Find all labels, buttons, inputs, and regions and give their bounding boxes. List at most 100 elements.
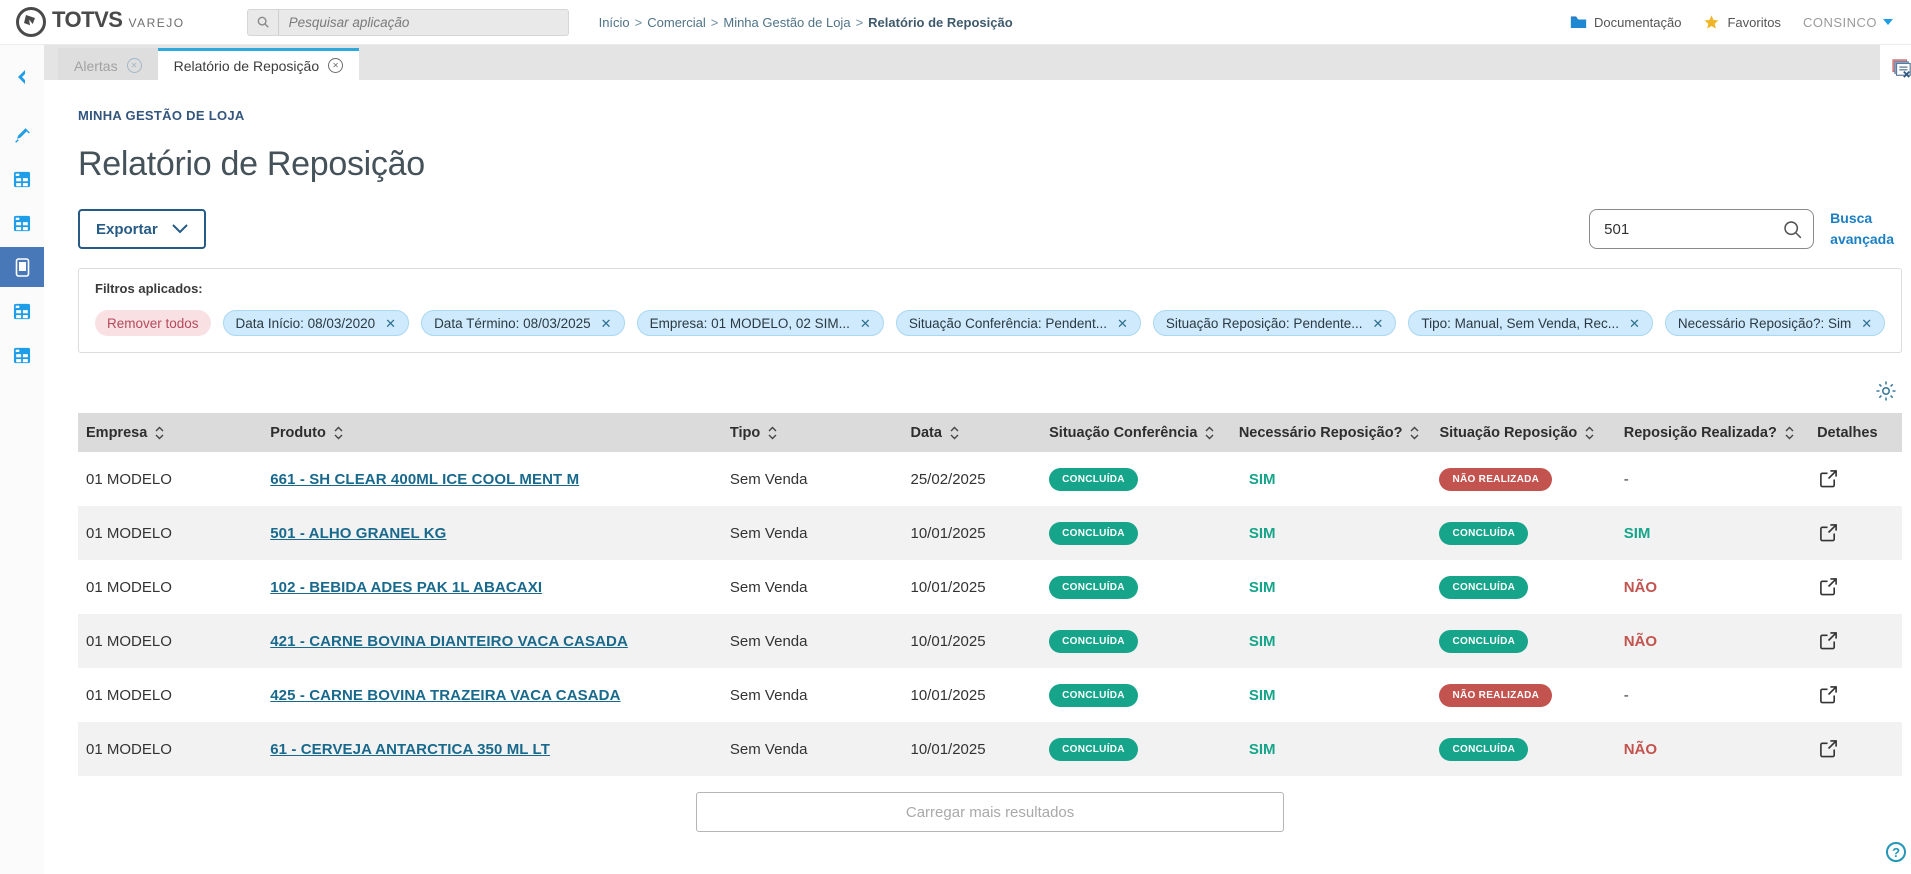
sort-icon[interactable]: [155, 426, 164, 440]
empty-value: -: [1623, 686, 1629, 704]
external-link-icon: [1819, 631, 1838, 650]
cell-tipo: Sem Venda: [729, 470, 808, 488]
app-window-icon: [13, 215, 31, 232]
filter-chip-close-icon[interactable]: ✕: [1372, 315, 1384, 331]
sort-icon[interactable]: [334, 426, 343, 440]
column-header-situa-o-reposi-o[interactable]: Situação Reposição: [1431, 413, 1616, 452]
advanced-search-link[interactable]: Busca avançada: [1830, 210, 1894, 247]
breadcrumb-item[interactable]: Início: [598, 14, 630, 30]
export-button[interactable]: Exportar: [78, 209, 206, 249]
table-row: 01 MODELO 102 - BEBIDA ADES PAK 1L ABACAX…: [78, 560, 1902, 614]
report-search-input[interactable]: [1604, 220, 1783, 238]
external-link-icon: [1819, 577, 1838, 596]
sidebar-item-5[interactable]: [0, 291, 44, 331]
column-header-tipo[interactable]: Tipo: [721, 413, 903, 452]
tab-relat-rio-de-reposi-o[interactable]: Relatório de Reposição ✕: [157, 48, 360, 80]
sort-icon[interactable]: [1205, 426, 1214, 440]
app-search-input[interactable]: [278, 14, 568, 30]
report-search[interactable]: [1589, 209, 1815, 249]
sidebar-item-4[interactable]: [0, 247, 44, 287]
search-icon[interactable]: [1782, 219, 1803, 240]
filter-chip-label: Data Término: 08/03/2025: [434, 315, 591, 331]
favorites-link[interactable]: Favoritos: [1703, 14, 1781, 30]
sort-icon[interactable]: [950, 426, 959, 440]
table-row: 01 MODELO 425 - CARNE BOVINA TRAZEIRA VAC…: [78, 668, 1902, 722]
cell-necessario-reposicao: SIM: [1231, 560, 1432, 614]
sort-icon[interactable]: [768, 426, 777, 440]
cell-situacao-conferencia: CONCLUÍDA: [1041, 560, 1231, 614]
product-link[interactable]: 661 - SH CLEAR 400ML ICE COOL MENT M: [270, 470, 580, 488]
details-button[interactable]: [1817, 521, 1840, 544]
filter-chip-close-icon[interactable]: ✕: [1629, 315, 1640, 331]
sidebar-collapse-button[interactable]: [0, 57, 44, 97]
column-header-empresa[interactable]: Empresa: [78, 413, 263, 452]
sort-icon[interactable]: [1585, 426, 1594, 440]
user-menu[interactable]: CONSINCO: [1803, 15, 1893, 30]
product-link[interactable]: 421 - CARNE BOVINA DIANTEIRO VACA CASADA: [270, 632, 628, 650]
load-more-button[interactable]: Carregar mais resultados: [696, 792, 1285, 832]
breadcrumb-current: Relatório de Reposição: [868, 14, 1013, 30]
filter-chip-label: Situação Reposição: Pendente...: [1165, 315, 1363, 331]
open-windows-button[interactable]: [1880, 45, 1911, 91]
cell-tipo: Sem Venda: [729, 578, 808, 596]
column-header-situa-o-confer-ncia[interactable]: Situação Conferência: [1041, 413, 1231, 452]
status-badge: CONCLUÍDA: [1439, 521, 1529, 545]
yes-value: SIM: [1248, 632, 1276, 650]
cell-situacao-reposicao: CONCLUÍDA: [1431, 506, 1615, 560]
breadcrumb-item[interactable]: Minha Gestão de Loja: [723, 14, 851, 30]
filter-chip: Situação Conferência: Pendent... ✕: [895, 310, 1141, 336]
column-header-reposi-o-realizada-[interactable]: Reposição Realizada?: [1615, 413, 1810, 452]
cell-situacao-reposicao: CONCLUÍDA: [1431, 560, 1615, 614]
filter-chip: Necessário Reposição?: Sim ✕: [1664, 310, 1886, 336]
help-button[interactable]: ?: [1886, 842, 1907, 862]
brand-name: TOTVS: [52, 7, 123, 32]
status-badge: CONCLUÍDA: [1049, 629, 1138, 653]
cell-reposicao-realizada: NÃO: [1616, 560, 1809, 614]
page-title: Relatório de Reposição: [78, 145, 425, 183]
product-link[interactable]: 425 - CARNE BOVINA TRAZEIRA VACA CASADA: [270, 686, 621, 704]
table-settings-gear-icon[interactable]: [1874, 379, 1898, 403]
details-button[interactable]: [1817, 467, 1840, 490]
tab-close-icon[interactable]: ✕: [328, 58, 344, 73]
tab-alertas[interactable]: Alertas ✕: [58, 48, 158, 80]
totvs-logo: TOTVS VAREJO: [16, 7, 185, 37]
column-header-produto[interactable]: Produto: [262, 413, 722, 452]
tab-close-icon[interactable]: ✕: [126, 58, 142, 73]
documentation-link[interactable]: Documentação: [1570, 15, 1681, 30]
filter-chip-close-icon[interactable]: ✕: [1116, 315, 1128, 331]
details-button[interactable]: [1817, 683, 1840, 706]
filter-chip-close-icon[interactable]: ✕: [385, 315, 397, 331]
product-link[interactable]: 501 - ALHO GRANEL KG: [270, 524, 447, 542]
filter-chip-label: Necessário Reposição?: Sim: [1677, 315, 1852, 331]
sidebar-item-3[interactable]: [0, 203, 44, 243]
breadcrumb-item[interactable]: Comercial: [647, 14, 706, 30]
filter-chip-label: Tipo: Manual, Sem Venda, Rec...: [1421, 315, 1620, 331]
sort-icon[interactable]: [1785, 426, 1794, 440]
sidebar-item-1[interactable]: [0, 115, 44, 155]
filter-chip: Empresa: 01 MODELO, 02 SIM... ✕: [636, 310, 884, 336]
app-search[interactable]: [246, 8, 569, 36]
filter-chip-label: Situação Conferência: Pendent...: [908, 315, 1107, 331]
column-header-necess-rio-reposi-o-[interactable]: Necessário Reposição?: [1230, 413, 1432, 452]
cell-reposicao-realizada: NÃO: [1616, 614, 1809, 668]
sidebar-item-6[interactable]: [0, 335, 44, 375]
product-link[interactable]: 102 - BEBIDA ADES PAK 1L ABACAXI: [270, 578, 543, 596]
smartphone-icon: [15, 257, 30, 277]
details-button[interactable]: [1817, 575, 1840, 598]
sidebar-item-2[interactable]: [0, 159, 44, 199]
tab-label: Alertas: [74, 57, 118, 74]
stacked-pages-icon: [1892, 59, 1911, 78]
filter-chip-close-icon[interactable]: ✕: [1861, 315, 1873, 331]
filter-chip-close-icon[interactable]: ✕: [859, 315, 871, 331]
details-button[interactable]: [1817, 737, 1840, 760]
product-link[interactable]: 61 - CERVEJA ANTARCTICA 350 ML LT: [270, 740, 550, 758]
details-button[interactable]: [1817, 629, 1840, 652]
yes-value: SIM: [1248, 686, 1276, 704]
replenishment-table: Empresa Produto Tipo Data Situação Conferênc…: [78, 413, 1903, 776]
column-header-data[interactable]: Data: [902, 413, 1042, 452]
remove-all-filters-chip[interactable]: Remover todos: [95, 310, 211, 336]
status-badge: NÃO REALIZADA: [1439, 467, 1553, 491]
external-link-icon: [1819, 469, 1838, 488]
sort-icon[interactable]: [1410, 426, 1419, 440]
filter-chip-close-icon[interactable]: ✕: [600, 315, 612, 331]
